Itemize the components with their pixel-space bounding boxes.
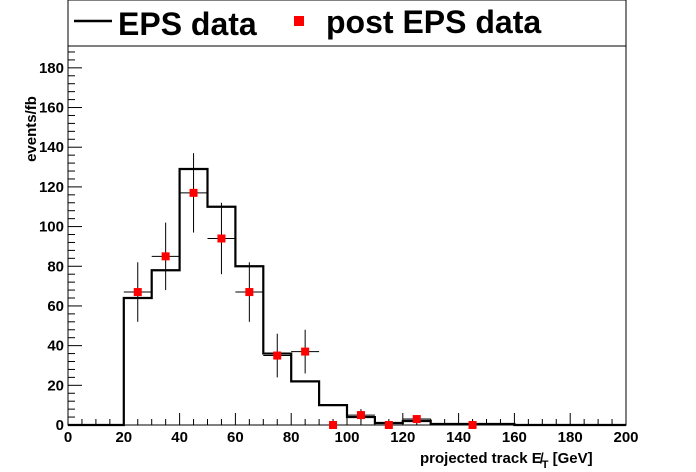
y-tick-label: 140 <box>39 139 64 156</box>
post-eps-marker <box>273 351 282 360</box>
eps-histogram-bin <box>152 270 180 425</box>
post-eps-marker <box>329 421 338 429</box>
y-tick-label: 160 <box>39 100 64 117</box>
x-tick-label: 100 <box>334 429 359 446</box>
x-axis-title-main: projected track E̸ <box>420 450 544 467</box>
post-eps-marker <box>301 347 310 356</box>
post-eps-marker <box>189 188 198 197</box>
x-axis-title: projected track E̸T [GeV] <box>420 450 593 471</box>
y-tick-label: 80 <box>47 258 64 275</box>
x-axis-title-subscript: T <box>542 459 549 471</box>
post-eps-point <box>123 262 152 322</box>
post-eps-marker <box>412 415 421 424</box>
post-eps-point <box>151 222 180 291</box>
x-tick-label: 40 <box>171 429 188 446</box>
y-tick-label: 120 <box>39 179 64 196</box>
x-tick-label: 20 <box>115 429 132 446</box>
y-tick-label: 40 <box>47 338 64 355</box>
post-eps-point <box>263 333 292 378</box>
x-tick-label: 180 <box>558 429 583 446</box>
post-eps-marker <box>356 411 365 420</box>
post-eps-marker <box>384 421 393 429</box>
legend-box <box>67 0 627 47</box>
y-tick-label: 0 <box>56 417 64 434</box>
x-tick-label: 160 <box>502 429 527 446</box>
post-eps-marker <box>161 252 170 261</box>
legend-label-post-eps: post EPS data <box>326 4 541 40</box>
x-tick-label: 60 <box>227 429 244 446</box>
x-tick-label: 140 <box>446 429 471 446</box>
post-eps-point <box>468 421 477 429</box>
x-axis-title-unit: [GeV] <box>548 450 592 467</box>
y-axis: 0 20 40 60 80 100 120 140 160 180 <box>39 51 82 434</box>
post-eps-point <box>207 202 236 275</box>
post-eps-marker <box>217 234 226 243</box>
post-eps-marker <box>468 421 477 429</box>
y-axis-title: events/fb <box>23 96 40 162</box>
y-tick-label: 60 <box>47 298 64 315</box>
y-tick-label: 100 <box>39 219 64 236</box>
y-tick-label: 180 <box>39 60 64 77</box>
legend: EPS data post EPS data <box>67 0 627 47</box>
post-eps-point <box>329 421 338 429</box>
post-eps-point <box>384 421 393 429</box>
post-eps-point <box>291 329 320 374</box>
post-eps-points <box>123 153 477 429</box>
eps-histogram <box>68 167 626 427</box>
x-tick-label: 80 <box>283 429 300 446</box>
post-eps-point <box>235 262 264 322</box>
x-tick-label: 200 <box>613 429 638 446</box>
post-eps-point <box>347 409 375 422</box>
eps-histogram-step <box>68 167 626 427</box>
x-axis: 0 20 40 60 80 100 120 140 160 180 200 <box>64 413 639 446</box>
x-tick-label: 120 <box>390 429 415 446</box>
post-eps-marker <box>133 288 142 297</box>
plot-frame <box>67 45 627 426</box>
legend-label-eps: EPS data <box>118 6 257 42</box>
post-eps-point <box>402 415 431 424</box>
legend-marker-swatch <box>294 16 304 26</box>
post-eps-point <box>179 153 208 233</box>
post-eps-marker <box>245 288 254 297</box>
eps-histogram-bin <box>291 381 319 425</box>
x-tick-label: 0 <box>64 429 72 446</box>
y-tick-label: 20 <box>47 377 64 394</box>
